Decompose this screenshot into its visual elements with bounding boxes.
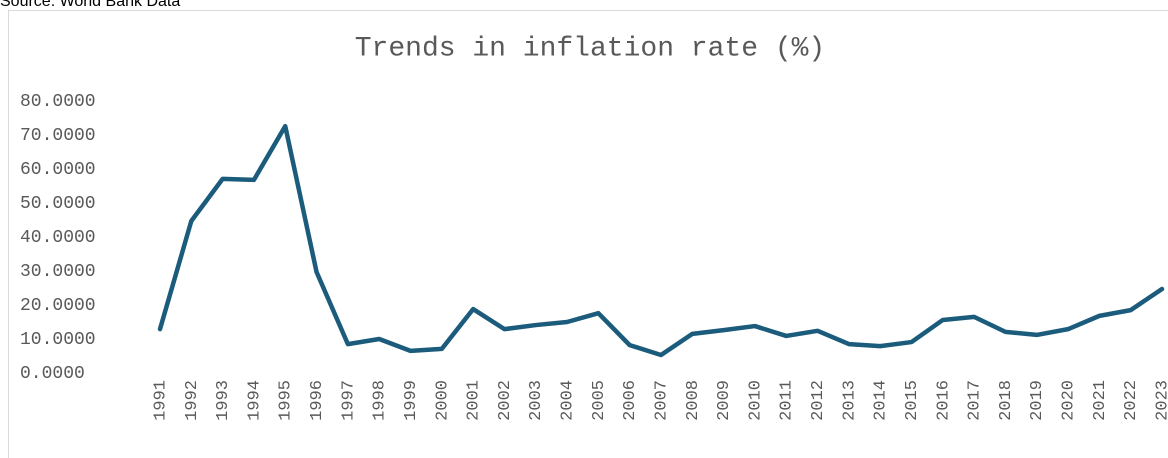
x-tick-label: 2010	[746, 380, 765, 421]
y-tick-label: 80.0000	[20, 92, 96, 112]
x-tick-label: 2013	[840, 380, 859, 421]
x-tick-label: 1997	[339, 380, 358, 421]
x-tick-label: 2014	[872, 380, 891, 421]
x-tick-label: 2002	[496, 380, 515, 421]
x-tick-label: 1992	[183, 380, 202, 421]
y-tick-label: 60.0000	[20, 160, 96, 180]
x-tick-label: 1999	[402, 380, 421, 421]
data-line	[157, 123, 1165, 358]
x-tick-label: 2019	[1028, 380, 1047, 421]
x-tick-label: 2006	[621, 380, 640, 421]
x-tick-label: 2008	[684, 380, 703, 421]
x-tick-label: 2016	[934, 380, 953, 421]
y-tick-label: 10.0000	[20, 330, 96, 350]
x-tick-label: 2018	[997, 380, 1016, 421]
y-tick-label: 0.0000	[20, 364, 85, 384]
x-tick-label: 1998	[371, 380, 390, 421]
x-tick-label: 2021	[1091, 380, 1110, 421]
x-tick-label: 2015	[903, 380, 922, 421]
x-tick-label: 1996	[308, 380, 327, 421]
x-tick-label: 2012	[809, 380, 828, 421]
y-tick-label: 40.0000	[20, 228, 96, 248]
y-tick-label: 20.0000	[20, 296, 96, 316]
chart-title: Trends in inflation rate (%)	[355, 33, 825, 64]
x-tick-label: 2005	[590, 380, 609, 421]
x-tick-label: 2022	[1122, 380, 1141, 421]
x-tick-label: 2000	[433, 380, 452, 421]
x-tick-label: 2011	[778, 380, 797, 421]
x-tick-label: 1995	[277, 380, 296, 421]
x-tick-label: 2017	[966, 380, 985, 421]
x-tick-label: 2001	[465, 380, 484, 421]
x-tick-label: 2003	[527, 380, 546, 421]
x-tick-label: 1993	[214, 380, 233, 421]
x-tick-label: 2007	[652, 380, 671, 421]
x-tick-label: 1994	[245, 380, 264, 421]
y-tick-label: 70.0000	[20, 126, 96, 146]
x-tick-label: 2023	[1153, 380, 1168, 421]
source-note: Source: World Bank Data	[0, 0, 180, 10]
y-tick-label: 50.0000	[20, 194, 96, 214]
x-tick-label: 2020	[1060, 380, 1079, 421]
y-tick-label: 30.0000	[20, 262, 96, 282]
x-tick-label: 2009	[715, 380, 734, 421]
x-tick-label: 2004	[559, 380, 578, 421]
chart-border	[8, 10, 1168, 458]
x-tick-label: 1991	[151, 380, 170, 421]
